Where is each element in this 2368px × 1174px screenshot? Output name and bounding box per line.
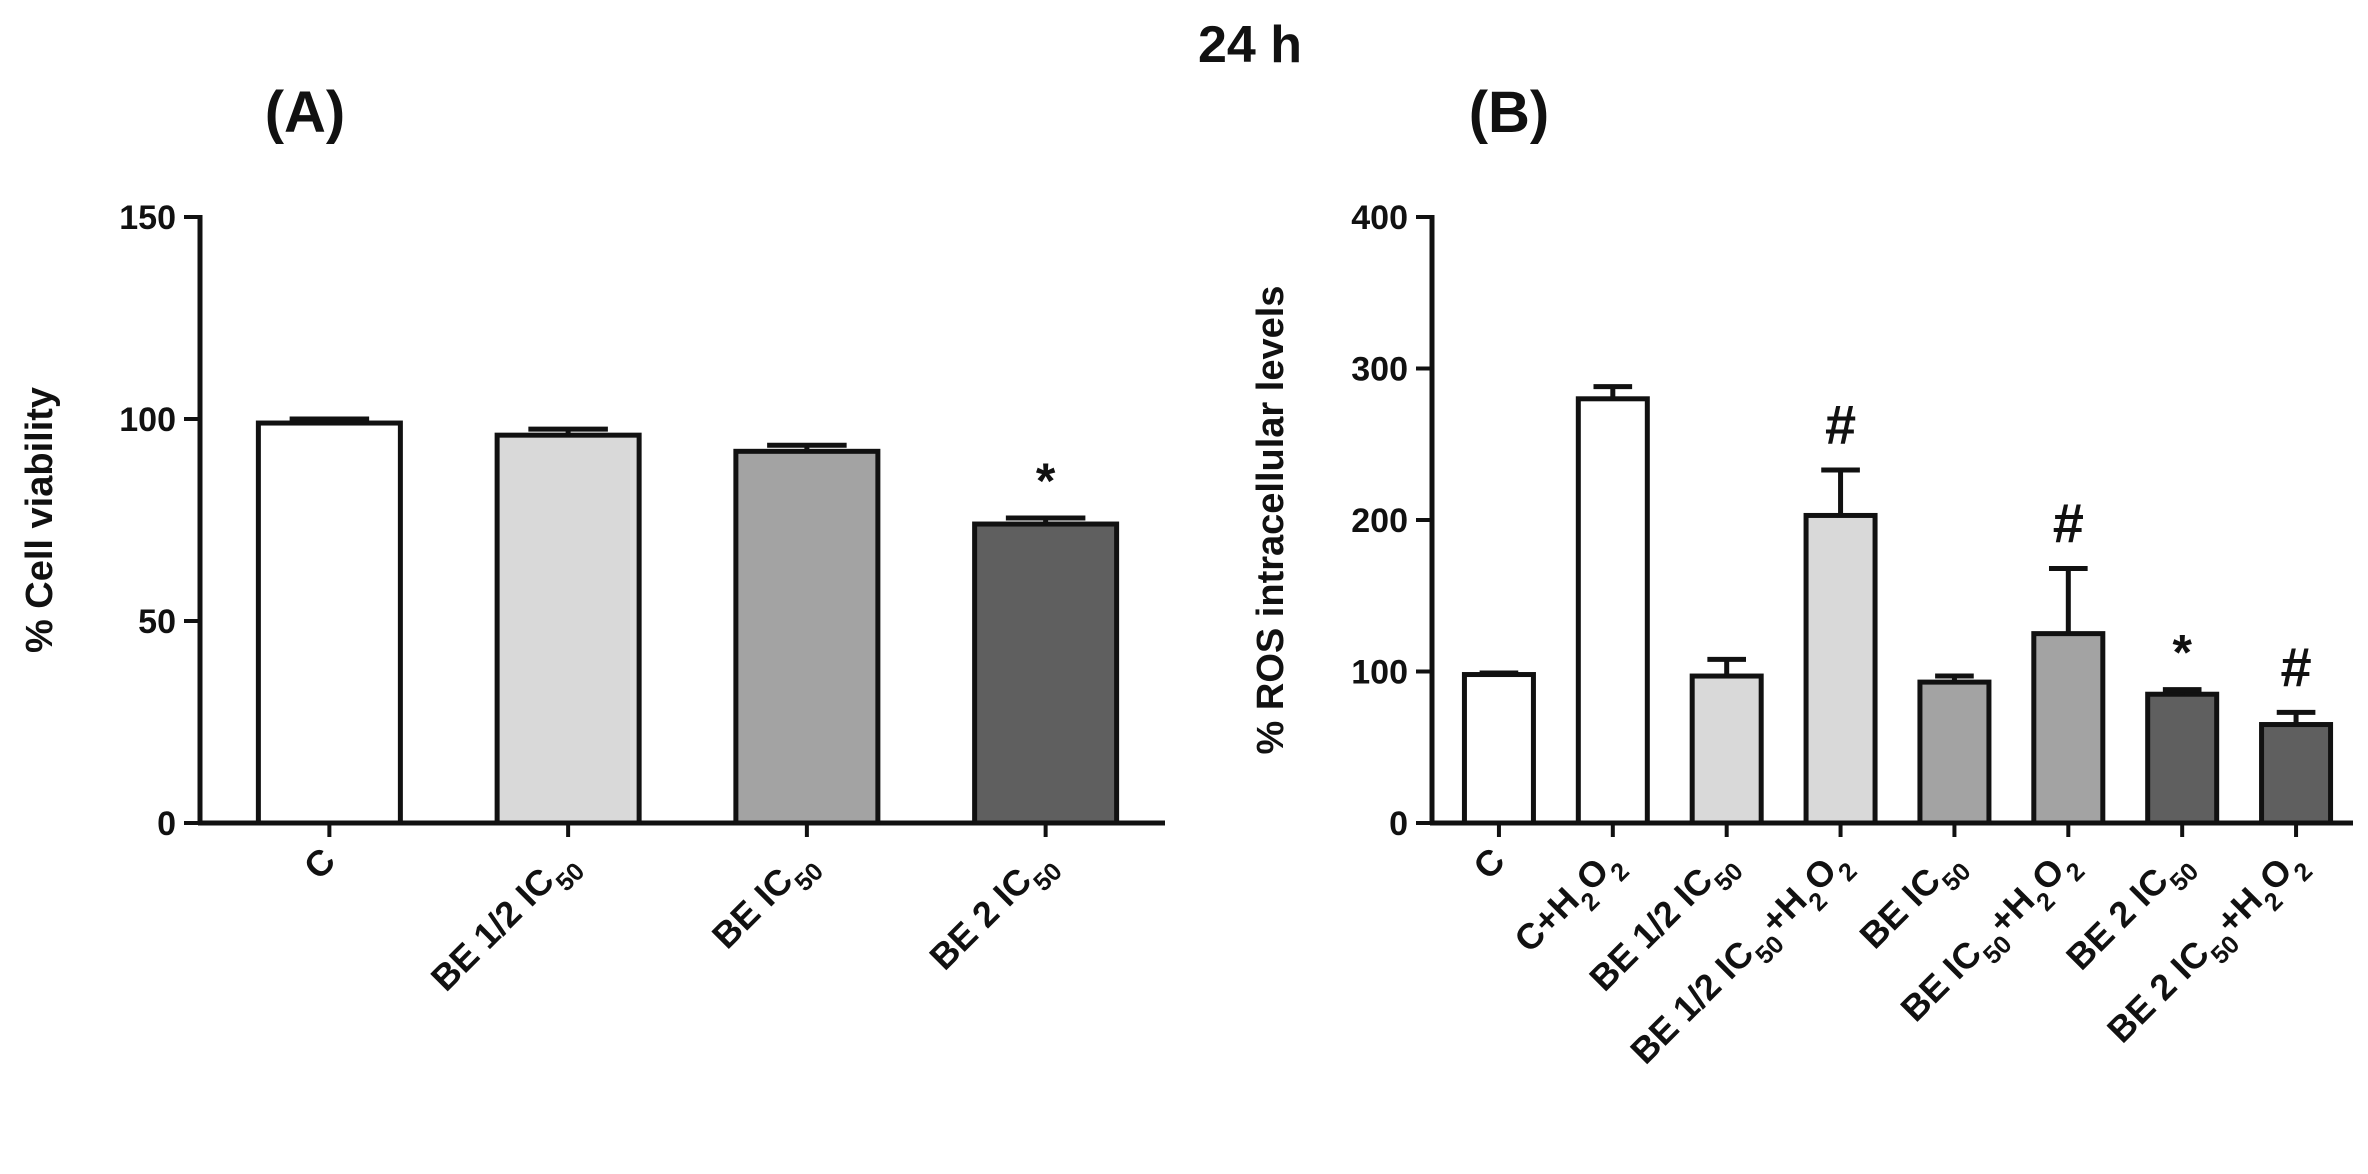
panel-b-chart: (B) % ROS intracellular levels 0 100 200 300 4… [1250,80,2353,1072]
bar [2031,631,2106,826]
bar [1803,512,1878,826]
significance-marker: # [2280,635,2311,698]
y-axis-title: % ROS intracellular levels [1250,286,1292,755]
bar [2259,722,2334,826]
significance-marker: # [2053,491,2084,554]
x-tick-label: BE 2 IC50 [921,840,1067,986]
y-tick-label: 200 [1351,502,1408,540]
y-axis-title: % Cell viability [19,387,61,653]
y-tick-label: 300 [1351,351,1408,389]
significance-marker: # [1825,393,1856,456]
panel-a-chart: (A) % Cell viability 0 50 100 150 C BE 1/2 IC50… [19,80,1165,1008]
panel-label: (A) [265,80,346,145]
bar [2145,691,2220,826]
x-tick-label: BE 1/2 IC50 [423,840,591,1008]
bar [1917,679,1992,826]
bar [494,432,642,826]
y-tick-label: 100 [1351,654,1408,692]
x-tick-label: C [296,840,343,887]
x-tick-label: BE IC50 [704,840,829,965]
significance-marker: * [1036,453,1056,509]
bar [733,448,881,826]
significance-marker: * [2172,625,2192,681]
x-tick-label: C [1465,840,1512,887]
panel-label: (B) [1469,80,1550,145]
y-tick-label: 0 [1389,805,1408,843]
figure-title: 24 h [1198,16,1302,74]
bar [1575,396,1650,826]
x-tick-label: BE 2 IC50+H2O2 [2099,840,2318,1059]
bar [255,420,403,826]
y-tick-label: 0 [157,805,176,843]
y-tick-label: 400 [1351,199,1408,237]
bar [1689,673,1764,826]
bar [1461,672,1536,826]
bar [972,521,1120,826]
y-tick-label: 100 [119,401,176,439]
y-tick-label: 150 [119,199,176,237]
y-tick-label: 50 [138,603,176,641]
